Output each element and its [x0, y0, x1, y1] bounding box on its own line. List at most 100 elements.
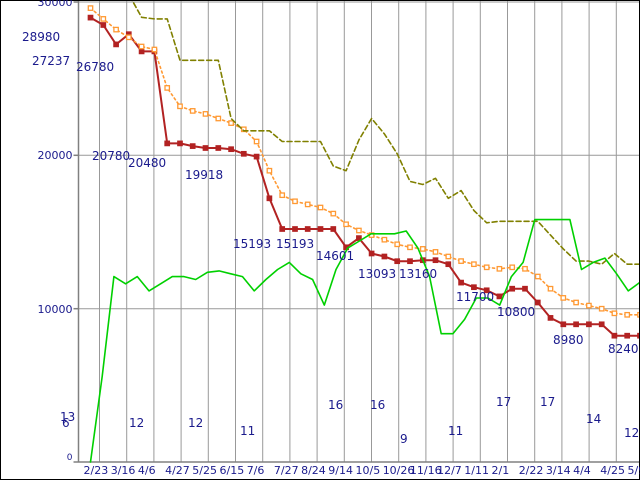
series-marker-primary-red	[522, 285, 528, 292]
series-marker-primary-red	[100, 22, 107, 28]
series-marker-secondary-orange	[598, 305, 605, 312]
series-marker-secondary-orange	[573, 299, 579, 306]
series-marker-secondary-orange	[189, 108, 196, 114]
series-marker-primary-red	[432, 257, 439, 264]
series-marker-secondary-orange	[611, 310, 618, 317]
series-marker-secondary-orange	[228, 120, 234, 126]
series-marker-secondary-orange	[534, 273, 541, 280]
data-label-count-green: 12	[624, 426, 640, 440]
x-axis-tick-label: 3/16	[110, 464, 136, 477]
series-secondary-orange	[87, 5, 640, 318]
series-marker-secondary-orange	[394, 241, 401, 248]
series-marker-primary-red	[317, 226, 324, 232]
x-axis-tick-label: 4/27	[165, 464, 190, 477]
data-label-primary-red: 20780	[92, 149, 131, 163]
series-marker-primary-red	[87, 14, 94, 21]
data-label-count-green: 13	[60, 410, 76, 424]
series-marker-secondary-orange	[304, 201, 311, 208]
series-marker-secondary-orange	[483, 264, 490, 271]
series-marker-secondary-orange	[317, 204, 324, 211]
series-marker-primary-red	[304, 226, 311, 232]
series-marker-secondary-orange	[151, 46, 158, 53]
x-axis-tick-label: 4/25	[600, 464, 625, 477]
data-label-primary-red: 15193	[233, 237, 272, 251]
series-marker-primary-red	[611, 332, 618, 339]
series-marker-secondary-orange	[624, 311, 631, 318]
series-marker-secondary-orange	[343, 221, 349, 228]
x-axis-tick-label: 2/1	[491, 464, 510, 477]
series-marker-primary-red	[407, 258, 413, 265]
data-label-primary-red: 27237	[32, 54, 71, 68]
series-marker-primary-red	[189, 143, 196, 149]
y-axis-tick-label: 10000	[37, 302, 73, 316]
series-marker-primary-red	[547, 315, 554, 321]
data-label-count-green: 6	[62, 416, 70, 430]
data-label-primary-red: 8980	[553, 333, 584, 347]
y-axis-tick-label: 20000	[37, 149, 73, 163]
series-marker-secondary-orange	[560, 295, 567, 301]
series-line-primary-red	[89, 16, 640, 337]
x-axis-tick-label: 5/9	[627, 464, 640, 477]
series-marker-secondary-orange	[432, 249, 439, 255]
series-marker-primary-red	[266, 195, 273, 202]
series-marker-primary-red	[253, 153, 260, 160]
series-marker-primary-red	[381, 253, 388, 260]
series-count-green	[89, 218, 640, 463]
data-label-primary-red: 20480	[128, 156, 167, 170]
series-marker-primary-red	[177, 140, 183, 147]
series-marker-primary-red	[496, 293, 503, 300]
series-marker-secondary-orange	[100, 16, 107, 22]
data-label-primary-red: 28980	[22, 30, 61, 44]
data-label-primary-red: 8240	[608, 342, 639, 356]
series-marker-secondary-orange	[138, 43, 145, 50]
series-marker-secondary-orange	[381, 236, 388, 243]
series-primary-red	[87, 14, 640, 339]
x-axis-tick-label: 6/15	[219, 464, 245, 477]
series-marker-primary-red	[368, 250, 375, 257]
series-marker-secondary-orange	[266, 167, 273, 174]
series-marker-primary-red	[292, 226, 298, 232]
x-axis-tick-label: 8/24	[301, 464, 326, 477]
series-marker-primary-red	[240, 150, 247, 157]
x-axis-tick-label: 11/16	[409, 464, 442, 477]
x-axis-tick-label: 9/14	[328, 464, 353, 477]
series-marker-primary-red	[598, 321, 605, 328]
series-line-count-green	[89, 218, 640, 463]
series-marker-primary-red	[586, 321, 592, 328]
data-label-primary-red: 26780	[76, 60, 115, 74]
series-marker-primary-red	[394, 258, 401, 265]
data-label-count-green: 16	[370, 398, 386, 412]
series-marker-secondary-orange	[407, 244, 413, 251]
series-marker-primary-red	[279, 226, 286, 232]
series-marker-primary-red	[471, 284, 477, 291]
gridlines	[78, 0, 640, 462]
x-axis-tick-label: 4/6	[137, 464, 156, 477]
series-marker-primary-red	[483, 287, 490, 294]
series-marker-secondary-orange	[279, 192, 286, 199]
data-label-primary-red: 13093	[358, 267, 397, 281]
series-marker-primary-red	[228, 146, 234, 153]
series-marker-primary-red	[138, 48, 145, 55]
series-marker-secondary-orange	[547, 285, 554, 292]
series-marker-primary-red	[458, 279, 464, 286]
series-marker-secondary-orange	[330, 210, 337, 217]
x-axis-tick-label: 1/11	[464, 464, 489, 477]
series-marker-primary-red	[534, 299, 541, 306]
series-marker-secondary-orange	[458, 258, 464, 264]
series-marker-primary-red	[509, 285, 516, 292]
data-label-count-green: 17	[540, 395, 556, 409]
x-axis-tick-label: 7/6	[246, 464, 265, 477]
series-marker-primary-red	[573, 321, 579, 328]
series-marker-secondary-orange	[215, 115, 222, 122]
x-axis-tick-label: 2/22	[518, 464, 544, 477]
series-marker-primary-red	[202, 145, 209, 151]
series-marker-secondary-orange	[471, 261, 477, 268]
series-marker-primary-red	[445, 261, 452, 268]
series-marker-secondary-orange	[125, 34, 132, 41]
data-label-primary-red: 15193	[276, 237, 315, 251]
data-label-primary-red: 14601	[316, 249, 355, 263]
data-label-count-green: 12	[129, 416, 145, 430]
series-marker-secondary-orange	[419, 246, 426, 252]
